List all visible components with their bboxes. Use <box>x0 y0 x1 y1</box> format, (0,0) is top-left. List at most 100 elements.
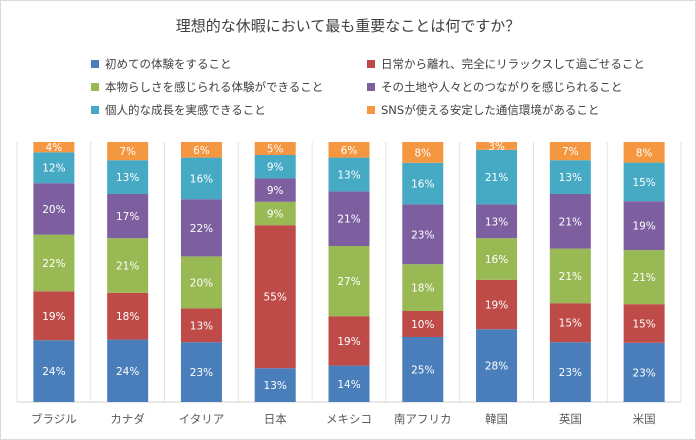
data-label: 6% <box>341 145 358 157</box>
legend-item: 初めての体験をすること <box>91 56 232 72</box>
data-label: 7% <box>562 146 579 158</box>
data-label: 21% <box>559 271 582 283</box>
data-label: 16% <box>190 173 213 185</box>
bar-segment <box>402 204 444 265</box>
bar-segment <box>33 340 75 402</box>
bar-segment <box>180 308 222 343</box>
data-label: 14% <box>337 379 360 391</box>
data-label: 16% <box>411 179 434 191</box>
data-label: 28% <box>485 361 508 373</box>
bar-segment <box>254 201 296 226</box>
x-tick-label: カナダ <box>110 412 145 426</box>
legend-swatch <box>367 60 375 68</box>
bar-segment <box>107 194 149 239</box>
legend-swatch <box>367 83 375 91</box>
legend-label: 初めての体験をすること <box>105 57 232 71</box>
data-label: 9% <box>267 185 284 197</box>
data-label: 18% <box>116 311 139 323</box>
bar-segment <box>180 256 222 309</box>
data-label: 21% <box>337 214 360 226</box>
bar-segment <box>623 162 665 202</box>
bar-segment <box>476 279 518 330</box>
bar-segment <box>33 291 75 341</box>
bar-segment <box>107 238 149 293</box>
bar-segment <box>33 142 75 153</box>
data-label: 55% <box>264 292 287 304</box>
data-label: 12% <box>42 163 65 175</box>
bar-segment <box>402 162 444 205</box>
chart-title: 理想的な休暇において最も重要なことは何ですか？ <box>175 17 521 35</box>
data-label: 7% <box>119 146 136 158</box>
data-label: 20% <box>42 204 65 216</box>
bar-segment <box>254 178 296 202</box>
data-label: 21% <box>632 272 655 284</box>
legend-label: その土地や人々とのつながりを感じられること <box>381 80 623 94</box>
x-tick-label: 南アフリカ <box>394 412 452 426</box>
bar-segment <box>476 142 518 150</box>
bar-segment <box>254 155 296 179</box>
bar-segment <box>328 316 370 366</box>
data-label: 13% <box>264 380 287 392</box>
legend-item: その土地や人々とのつながりを感じられること <box>367 79 622 95</box>
bar-segment <box>254 225 296 369</box>
legend-swatch <box>91 60 99 68</box>
bar-segment <box>623 304 665 343</box>
bar-segment <box>549 194 591 249</box>
data-label: 13% <box>116 172 139 184</box>
bar-segment <box>254 142 296 155</box>
legend-item: SNSが使える安定した通信環境があること <box>367 102 599 118</box>
data-label: 3% <box>488 141 505 153</box>
bar-segment <box>107 142 149 161</box>
legend-label: 日常から離れ、完全にリラックスして過ごせること <box>381 57 645 71</box>
legend-swatch <box>91 106 99 114</box>
data-label: 17% <box>116 211 139 223</box>
bar-segment <box>328 246 370 317</box>
x-tick-label: ブラジル <box>31 412 77 426</box>
x-tick-label: 英国 <box>559 412 582 426</box>
bar-segment <box>180 342 222 402</box>
legend-label: 個人的な成長を実感できること <box>105 103 266 117</box>
bar-segment <box>33 183 75 235</box>
legend-item: 個人的な成長を実感できること <box>91 102 266 118</box>
data-label: 15% <box>559 318 582 330</box>
data-label: 24% <box>116 366 139 378</box>
bar-segment <box>549 342 591 402</box>
data-label: 15% <box>632 318 655 330</box>
data-label: 21% <box>559 216 582 228</box>
data-label: 13% <box>190 320 213 332</box>
bar-segment <box>254 368 296 402</box>
bar-segment <box>402 142 444 163</box>
x-tick-label: 米国 <box>633 412 656 426</box>
bar-segment <box>107 160 149 194</box>
data-label: 15% <box>632 177 655 189</box>
bar-segment <box>107 339 149 402</box>
bar-segment <box>623 142 665 163</box>
bar-segment <box>180 199 222 257</box>
data-label: 13% <box>337 170 360 182</box>
data-label: 6% <box>193 145 210 157</box>
bar-segment <box>33 234 75 292</box>
data-label: 27% <box>337 276 360 288</box>
data-label: 19% <box>42 311 65 323</box>
data-label: 10% <box>411 319 434 331</box>
data-label: 9% <box>267 209 284 221</box>
bar-segment <box>328 142 370 158</box>
x-tick-label: イタリア <box>179 412 225 426</box>
legend-label: 本物らしさを感じられる体験ができること <box>105 80 324 94</box>
bar-segment <box>180 157 222 200</box>
legend-swatch <box>367 106 375 114</box>
bar-segment <box>549 160 591 194</box>
data-label: 20% <box>190 277 213 289</box>
bar-segment <box>476 329 518 402</box>
bar-segment <box>549 142 591 161</box>
data-label: 21% <box>485 172 508 184</box>
data-label: 8% <box>636 147 653 159</box>
data-label: 25% <box>411 365 434 377</box>
legend-label: SNSが使える安定した通信環境があること <box>381 103 600 117</box>
bar-segment <box>33 152 75 184</box>
x-tick-label: 韓国 <box>485 412 508 426</box>
bar-segment <box>402 311 444 337</box>
data-label: 23% <box>411 229 434 241</box>
